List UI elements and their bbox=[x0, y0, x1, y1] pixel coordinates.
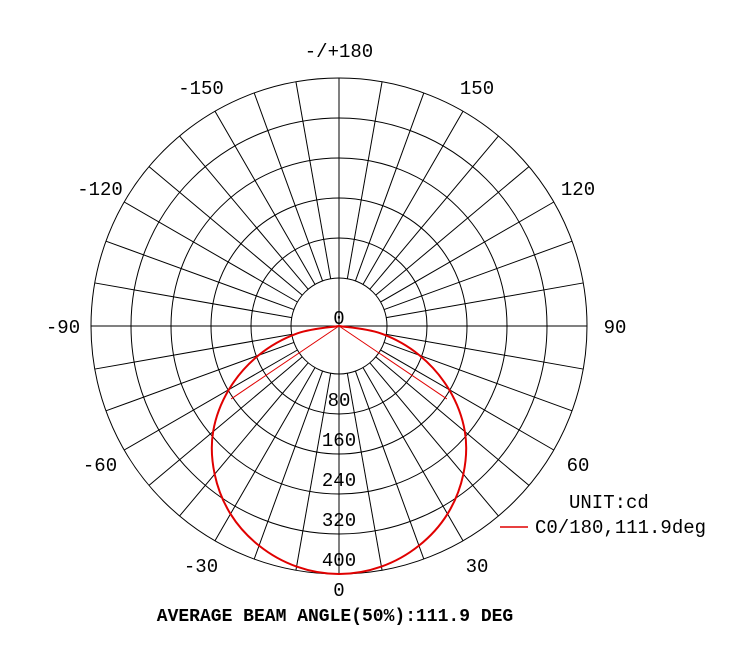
grid-spoke-190 bbox=[295, 81, 332, 279]
radial-tick-0: 0 bbox=[333, 308, 344, 330]
angle-label-150: 150 bbox=[460, 78, 494, 100]
grid-spoke-140 bbox=[369, 135, 499, 290]
grid-spoke-20 bbox=[354, 370, 425, 560]
angle-label-60: 60 bbox=[567, 455, 590, 477]
series-curve-0 bbox=[210, 325, 468, 576]
grid-spoke-50 bbox=[375, 356, 530, 486]
beam-angle-line-left bbox=[230, 325, 340, 400]
grid-spoke-160 bbox=[354, 92, 425, 282]
angle-labels: 30 60 90 120 150 -/+180 -150 -120 -90 -60 -30 0 bbox=[46, 41, 627, 602]
grid-spoke-170 bbox=[346, 81, 383, 279]
angle-label-0-bottom: 0 bbox=[333, 580, 344, 602]
grid-spoke-10 bbox=[346, 373, 383, 571]
grid-spoke-280 bbox=[94, 333, 292, 370]
radial-tick-400: 400 bbox=[322, 550, 356, 572]
grid-spoke-70 bbox=[383, 341, 573, 412]
polar-grid bbox=[90, 77, 588, 575]
grid-spoke-110 bbox=[383, 240, 573, 311]
radial-tick-160: 160 bbox=[322, 430, 356, 452]
grid-spoke-300 bbox=[123, 349, 298, 451]
grid-spoke-240 bbox=[123, 201, 298, 303]
grid-spoke-250 bbox=[105, 240, 295, 311]
legend: UNIT:cd C0/180,111.9deg bbox=[500, 492, 706, 539]
angle-label-120: 120 bbox=[561, 179, 595, 201]
grid-spoke-210 bbox=[214, 110, 316, 285]
grid-spoke-60 bbox=[380, 349, 555, 451]
angle-label-neg150: -150 bbox=[178, 78, 224, 100]
grid-spoke-310 bbox=[148, 356, 303, 486]
average-beam-angle-footer: AVERAGE BEAM ANGLE(50%):111.9 DEG bbox=[157, 607, 513, 627]
grid-spoke-120 bbox=[380, 201, 555, 303]
angle-label-neg60: -60 bbox=[83, 455, 117, 477]
angle-label-30: 30 bbox=[466, 556, 489, 578]
grid-spoke-200 bbox=[253, 92, 324, 282]
grid-spoke-290 bbox=[105, 341, 295, 412]
grid-spoke-30 bbox=[362, 367, 464, 542]
grid-spoke-260 bbox=[94, 282, 292, 319]
radial-tick-80: 80 bbox=[328, 390, 351, 412]
grid-spoke-40 bbox=[369, 362, 499, 517]
angle-label-180: -/+180 bbox=[305, 41, 373, 63]
beam-angle-line-right bbox=[338, 325, 448, 400]
grid-spoke-150 bbox=[362, 110, 464, 285]
grid-spoke-220 bbox=[179, 135, 309, 290]
intensity-curves bbox=[210, 325, 468, 576]
grid-spoke-80 bbox=[386, 333, 584, 370]
radial-tick-labels: 0 80 160 240 320 400 bbox=[322, 308, 356, 572]
radial-tick-240: 240 bbox=[322, 470, 356, 492]
legend-entry-c0-180: C0/180,111.9deg bbox=[535, 517, 706, 539]
grid-spoke-230 bbox=[148, 166, 303, 296]
radial-tick-320: 320 bbox=[322, 510, 356, 532]
grid-spoke-320 bbox=[179, 362, 309, 517]
grid-spoke-340 bbox=[253, 370, 324, 560]
angle-label-neg30: -30 bbox=[184, 556, 218, 578]
grid-spoke-330 bbox=[214, 367, 316, 542]
grid-spoke-100 bbox=[386, 282, 584, 319]
angle-label-neg120: -120 bbox=[77, 179, 123, 201]
unit-label: UNIT:cd bbox=[569, 492, 649, 514]
angle-label-neg90: -90 bbox=[46, 317, 80, 339]
grid-spoke-350 bbox=[295, 373, 332, 571]
beam-angle-lines bbox=[230, 325, 448, 400]
grid-spoke-130 bbox=[375, 166, 530, 296]
angle-label-90: 90 bbox=[604, 317, 627, 339]
